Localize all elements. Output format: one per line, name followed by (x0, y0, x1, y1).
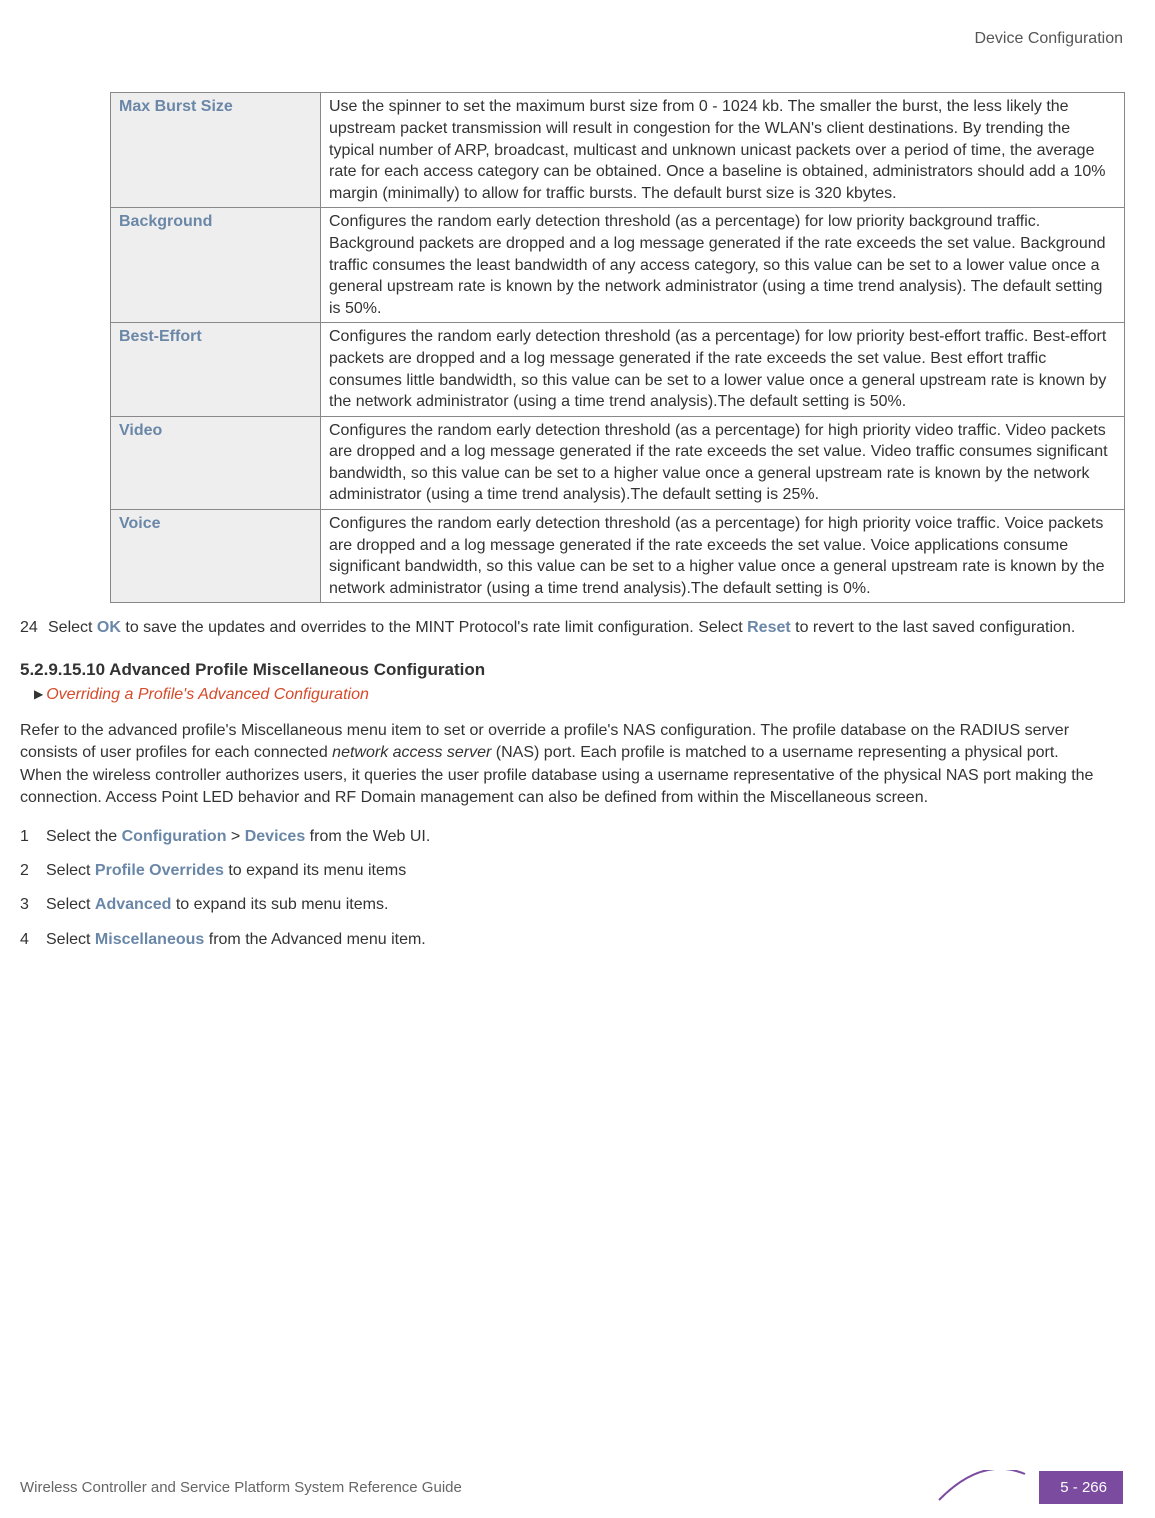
intro-paragraph: Refer to the advanced profile's Miscella… (20, 720, 1103, 810)
table-row: Video Configures the random early detect… (111, 416, 1125, 509)
step-number: 24 (20, 617, 48, 639)
text: to save the updates and overrides to the… (121, 619, 747, 636)
page-number: 5 - 266 (1039, 1471, 1123, 1504)
step-number: 4 (20, 929, 46, 951)
param-label: Voice (111, 510, 321, 603)
list-item: 4 Select Miscellaneous from the Advanced… (20, 929, 1123, 951)
reset-label: Reset (747, 619, 791, 636)
text: to expand its menu items (224, 862, 406, 879)
ui-term: Advanced (95, 896, 171, 913)
ok-label: OK (97, 619, 121, 636)
page-footer: Wireless Controller and Service Platform… (20, 1470, 1123, 1504)
list-item: 1 Select the Configuration > Devices fro… (20, 826, 1123, 848)
text: Select the (46, 828, 122, 845)
breadcrumb-link[interactable]: Overriding a Profile's Advanced Configur… (46, 686, 369, 703)
step-number: 3 (20, 894, 46, 916)
table-row: Max Burst Size Use the spinner to set th… (111, 93, 1125, 208)
breadcrumb-arrow-icon: ▶ (34, 687, 43, 701)
step-body: Select the Configuration > Devices from … (46, 826, 430, 848)
param-label: Video (111, 416, 321, 509)
text: > (226, 828, 244, 845)
text: Select (46, 862, 95, 879)
param-desc: Use the spinner to set the maximum burst… (321, 93, 1125, 208)
list-item: 3 Select Advanced to expand its sub menu… (20, 894, 1123, 916)
param-label: Max Burst Size (111, 93, 321, 208)
list-item: 2 Select Profile Overrides to expand its… (20, 860, 1123, 882)
step-number: 1 (20, 826, 46, 848)
text: Select (46, 896, 95, 913)
step-text: Select OK to save the updates and overri… (48, 617, 1075, 639)
breadcrumb: ▶Overriding a Profile's Advanced Configu… (34, 684, 1123, 706)
parameter-table: Max Burst Size Use the spinner to set th… (110, 92, 1125, 603)
ui-term: Devices (245, 828, 306, 845)
step-body: Select Profile Overrides to expand its m… (46, 860, 406, 882)
footer-swoosh-icon (937, 1470, 1027, 1504)
text: from the Advanced menu item. (204, 931, 425, 948)
param-label: Background (111, 208, 321, 323)
step-body: Select Advanced to expand its sub menu i… (46, 894, 388, 916)
steps-list: 1 Select the Configuration > Devices fro… (20, 826, 1123, 952)
param-desc: Configures the random early detection th… (321, 510, 1125, 603)
ui-term: Profile Overrides (95, 862, 224, 879)
text: to expand its sub menu items. (171, 896, 388, 913)
step-24: 24 Select OK to save the updates and ove… (20, 617, 1103, 639)
step-number: 2 (20, 860, 46, 882)
param-label: Best-Effort (111, 323, 321, 416)
table-row: Background Configures the random early d… (111, 208, 1125, 323)
ui-term: Miscellaneous (95, 931, 204, 948)
param-desc: Configures the random early detection th… (321, 208, 1125, 323)
text: Select (46, 931, 95, 948)
table-row: Best-Effort Configures the random early … (111, 323, 1125, 416)
ui-term: Configuration (122, 828, 227, 845)
running-head: Device Configuration (20, 28, 1123, 50)
emphasis: network access server (332, 744, 491, 761)
param-desc: Configures the random early detection th… (321, 323, 1125, 416)
table-row: Voice Configures the random early detect… (111, 510, 1125, 603)
param-desc: Configures the random early detection th… (321, 416, 1125, 509)
text: from the Web UI. (305, 828, 430, 845)
footer-guide-title: Wireless Controller and Service Platform… (20, 1477, 462, 1498)
text: to revert to the last saved configuratio… (791, 619, 1076, 636)
text: Select (48, 619, 97, 636)
step-body: Select Miscellaneous from the Advanced m… (46, 929, 426, 951)
section-heading: 5.2.9.15.10 Advanced Profile Miscellaneo… (20, 658, 1123, 682)
